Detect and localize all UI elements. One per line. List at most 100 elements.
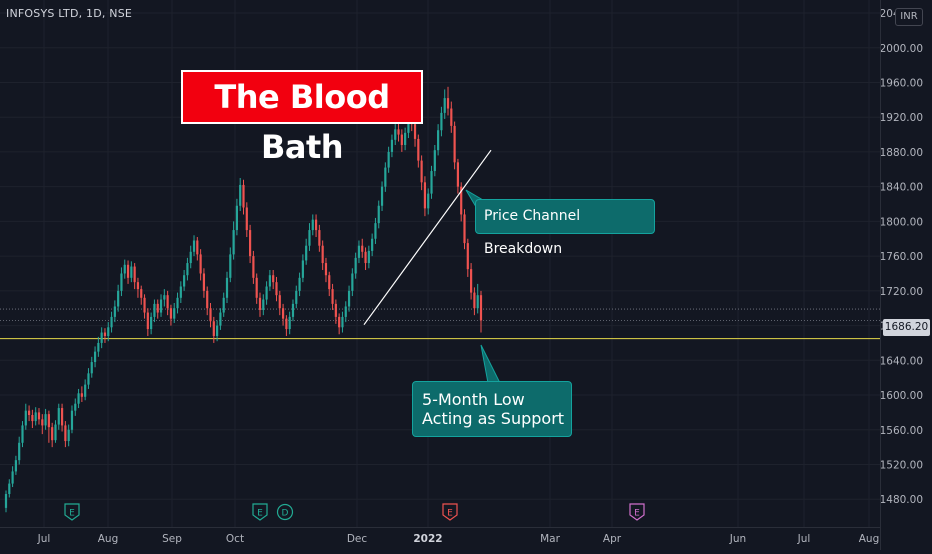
candle [140, 285, 143, 305]
candle [143, 294, 146, 319]
candle [37, 408, 41, 425]
candle [281, 303, 285, 326]
candle [189, 245, 192, 269]
candle [232, 221, 235, 260]
candle [77, 388, 80, 409]
candle [423, 176, 427, 217]
candle [199, 249, 202, 281]
candle [87, 368, 90, 389]
earnings-marker[interactable]: E [64, 503, 80, 521]
candle [34, 407, 37, 426]
candle [21, 421, 24, 448]
candle [159, 294, 163, 317]
candle [183, 270, 186, 291]
candle [351, 268, 354, 297]
x-tick-label: Aug [98, 533, 119, 545]
candle [479, 290, 483, 333]
candle [427, 188, 430, 215]
y-tick-label: 1880.00 [880, 147, 923, 159]
candle [473, 287, 476, 316]
candle [463, 209, 466, 250]
svg-text:E: E [69, 509, 75, 519]
candle [93, 346, 97, 368]
y-tick-label: 1960.00 [880, 77, 923, 89]
candle [54, 420, 57, 443]
earnings-marker[interactable]: E [252, 503, 268, 521]
candle [394, 124, 397, 145]
svg-text:D: D [282, 509, 289, 519]
earnings-marker[interactable]: E [629, 503, 645, 521]
x-tick-label: Aug [859, 533, 880, 545]
candle [44, 408, 47, 430]
candle [126, 260, 130, 284]
candle [4, 490, 8, 513]
x-tick-label: Sep [162, 533, 182, 545]
candle [380, 181, 384, 211]
candle [27, 405, 31, 422]
candle [14, 455, 17, 475]
candle [258, 292, 262, 317]
y-tick-label: 1720.00 [880, 286, 923, 298]
x-tick-label: 2022 [413, 533, 442, 545]
candle [24, 403, 27, 430]
candle [377, 200, 380, 229]
candle [390, 134, 394, 158]
y-tick-label: 1920.00 [880, 112, 923, 124]
candle [123, 259, 126, 279]
candle [47, 410, 50, 443]
y-tick-label: 2000.00 [880, 43, 923, 55]
candle [470, 263, 473, 300]
candle [212, 316, 215, 343]
x-tick-label: Jul [37, 533, 51, 545]
candle [285, 315, 288, 336]
candle [275, 276, 278, 302]
candle [248, 224, 252, 264]
y-tick-label: 1520.00 [880, 459, 923, 471]
candle [120, 267, 123, 297]
candle [90, 356, 93, 378]
candle [420, 155, 423, 191]
time-axis[interactable]: Jul Aug Sep Oct Dec 2022 Mar Apr Jun Jul Aug [0, 527, 880, 546]
candle [222, 292, 225, 317]
candle [113, 300, 116, 323]
y-tick-label: 1640.00 [880, 355, 923, 367]
candle [107, 322, 110, 342]
symbol-title[interactable]: INFOSYS LTD, 1D, NSE [6, 7, 133, 20]
candle [57, 403, 60, 430]
candle [476, 283, 479, 314]
candle [110, 311, 113, 333]
candle [440, 106, 443, 137]
y-tick-label: 1760.00 [880, 251, 923, 263]
candle [192, 235, 196, 257]
candle [209, 303, 212, 328]
candle [456, 158, 460, 194]
currency-badge[interactable]: INR [895, 8, 923, 26]
candle [242, 179, 245, 215]
candle [103, 328, 107, 343]
candle [308, 223, 311, 251]
candle [176, 292, 179, 314]
candle [466, 238, 469, 277]
candle [443, 89, 446, 119]
candle [364, 247, 367, 271]
x-tick-label: Mar [540, 533, 560, 545]
candle [295, 285, 298, 309]
candle [262, 294, 265, 316]
candle [150, 312, 153, 335]
candle [163, 289, 166, 307]
breakdown-callout[interactable]: Price Channel Breakdown [475, 199, 655, 257]
candle [74, 398, 77, 416]
candle [196, 237, 199, 261]
support-callout[interactable]: 5-Month Low Acting as Support [412, 381, 572, 437]
earnings-marker[interactable]: E [442, 503, 458, 521]
candle [239, 177, 242, 211]
candle [324, 257, 328, 283]
candle [206, 286, 209, 316]
dividend-marker[interactable]: D [276, 503, 294, 521]
channel-trendline[interactable] [363, 149, 492, 326]
candle [334, 299, 337, 324]
